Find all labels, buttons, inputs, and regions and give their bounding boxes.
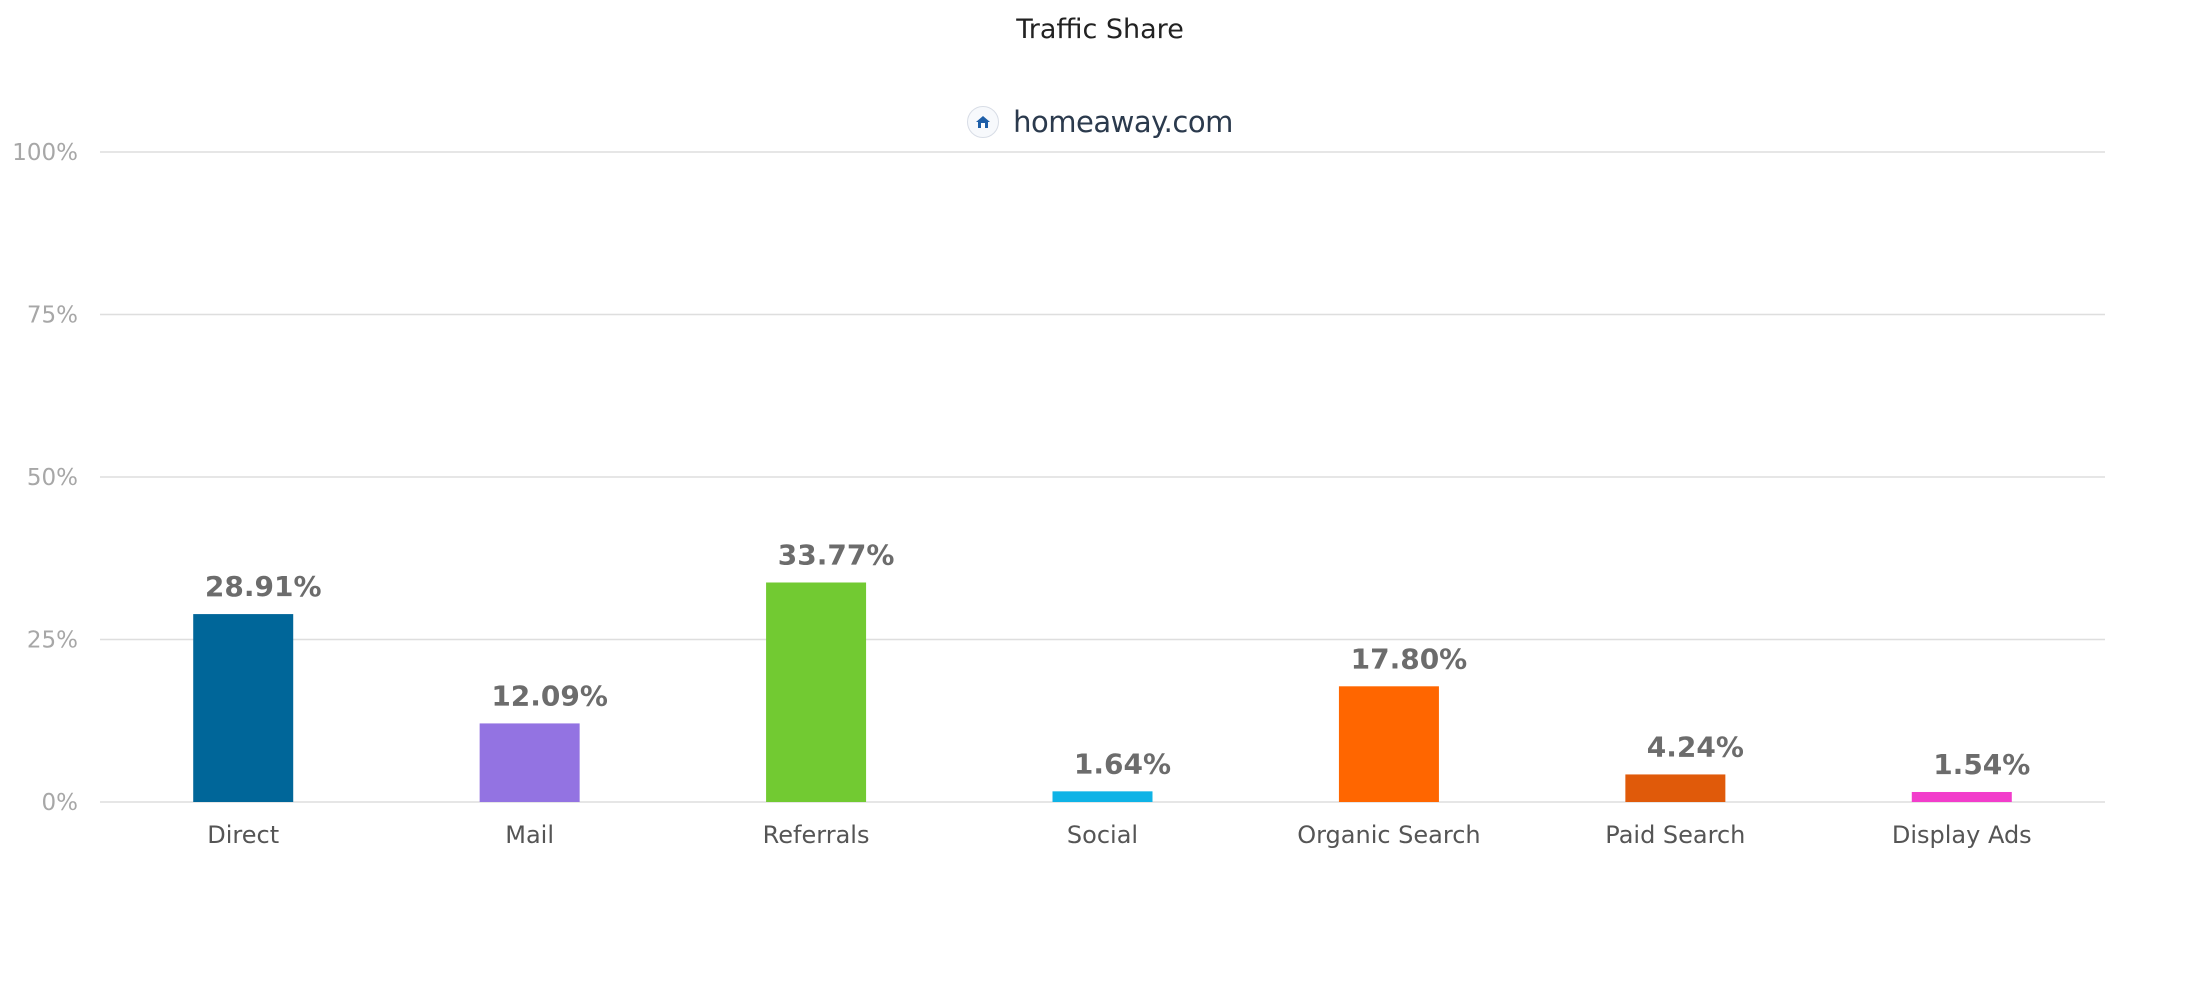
data-labels: 28.91% 12.09% 33.77% 1.64% 17.80% 4.24% 1.54% (205, 538, 2030, 780)
y-tick-label: 0% (42, 790, 79, 816)
bar (193, 614, 294, 802)
x-tick-label: Paid Search (1605, 821, 1745, 849)
y-tick-label: 75% (27, 303, 78, 329)
bar (1911, 791, 2012, 802)
x-tick-label: Direct (207, 821, 279, 849)
chart-title: Traffic Share (1016, 14, 1184, 45)
data-label: 33.77% (778, 538, 895, 571)
y-tick-label: 100% (12, 140, 78, 166)
y-tick-label: 50% (27, 465, 78, 491)
bars (193, 582, 2012, 802)
gridlines (100, 151, 2105, 803)
bar (1052, 791, 1153, 802)
x-tick-label: Mail (505, 821, 554, 849)
homeaway-favicon-icon (967, 106, 1000, 138)
x-tick-label: Display Ads (1892, 821, 2032, 849)
data-label: 17.80% (1351, 642, 1468, 675)
y-tick-label: 25% (27, 628, 78, 654)
bar (766, 582, 867, 802)
data-label: 1.64% (1074, 747, 1171, 780)
bar (1625, 774, 1726, 802)
bar (1338, 686, 1439, 802)
data-label: 4.24% (1647, 730, 1744, 763)
site-name: homeaway.com (1013, 105, 1233, 139)
x-tick-label: Organic Search (1297, 821, 1480, 849)
y-axis-ticks: 0% 25% 50% 75% 100% (12, 140, 78, 816)
x-tick-label: Referrals (763, 821, 870, 849)
bar (479, 723, 580, 802)
x-tick-label: Social (1067, 821, 1138, 849)
data-label: 12.09% (491, 679, 608, 712)
site-header: homeaway.com (0, 100, 2200, 144)
data-label: 28.91% (205, 570, 322, 603)
x-axis-ticks: Direct Mail Referrals Social Organic Search P… (207, 821, 2031, 849)
data-label: 1.54% (1933, 748, 2030, 781)
